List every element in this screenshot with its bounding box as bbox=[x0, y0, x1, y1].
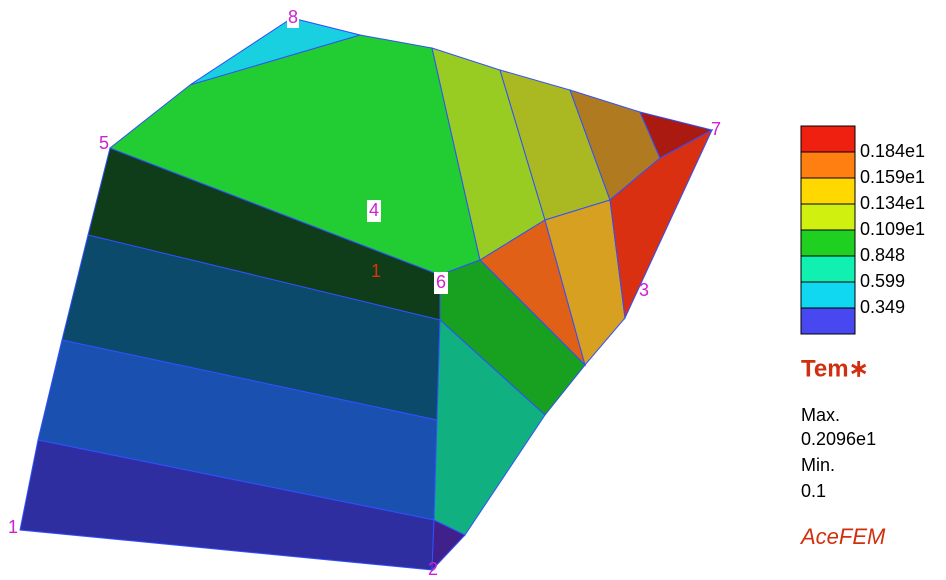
legend: 0.184e1 0.159e1 0.134e1 0.109e1 0.848 0.… bbox=[799, 125, 925, 549]
legend-label: 0.184e1 bbox=[860, 141, 925, 161]
brand: AceFEM bbox=[799, 524, 886, 549]
element bbox=[439, 259, 586, 416]
legend-label: 0.134e1 bbox=[860, 193, 925, 213]
legend-swatch bbox=[800, 125, 856, 153]
max-label: Max. bbox=[801, 405, 840, 425]
label-bg bbox=[287, 8, 299, 28]
legend-label: 0.349 bbox=[860, 297, 905, 317]
legend-swatch bbox=[800, 177, 856, 205]
mesh bbox=[19, 17, 714, 572]
legend-swatch bbox=[800, 281, 856, 309]
element bbox=[433, 318, 546, 536]
legend-swatch bbox=[800, 255, 856, 283]
legend-swatch bbox=[800, 151, 856, 179]
element-label: 1 bbox=[371, 261, 381, 281]
element bbox=[609, 128, 714, 320]
node-label: 5 bbox=[99, 133, 109, 153]
min-value: 0.1 bbox=[801, 481, 826, 501]
max-value: 0.2096e1 bbox=[801, 429, 876, 449]
node-label: 1 bbox=[8, 517, 18, 537]
legend-swatch bbox=[800, 229, 856, 257]
node-label: 3 bbox=[639, 280, 649, 300]
legend-label: 0.848 bbox=[860, 245, 905, 265]
label-bg bbox=[434, 272, 448, 294]
node-label: 2 bbox=[428, 559, 438, 579]
legend-label: 0.599 bbox=[860, 271, 905, 291]
node-labels: 8 5 7 4 6 3 1 2 1 bbox=[8, 7, 721, 579]
legend-label: 0.109e1 bbox=[860, 219, 925, 239]
legend-swatch bbox=[800, 307, 856, 335]
node-label: 4 bbox=[369, 200, 379, 220]
legend-title: Tem∗ bbox=[801, 355, 869, 382]
legend-swatch bbox=[800, 203, 856, 231]
node-label: 6 bbox=[436, 272, 446, 292]
min-label: Min. bbox=[801, 455, 835, 475]
label-bg bbox=[367, 200, 381, 222]
node-label: 8 bbox=[288, 7, 298, 27]
element bbox=[189, 17, 362, 86]
legend-label: 0.159e1 bbox=[860, 167, 925, 187]
node-label: 7 bbox=[711, 119, 721, 139]
